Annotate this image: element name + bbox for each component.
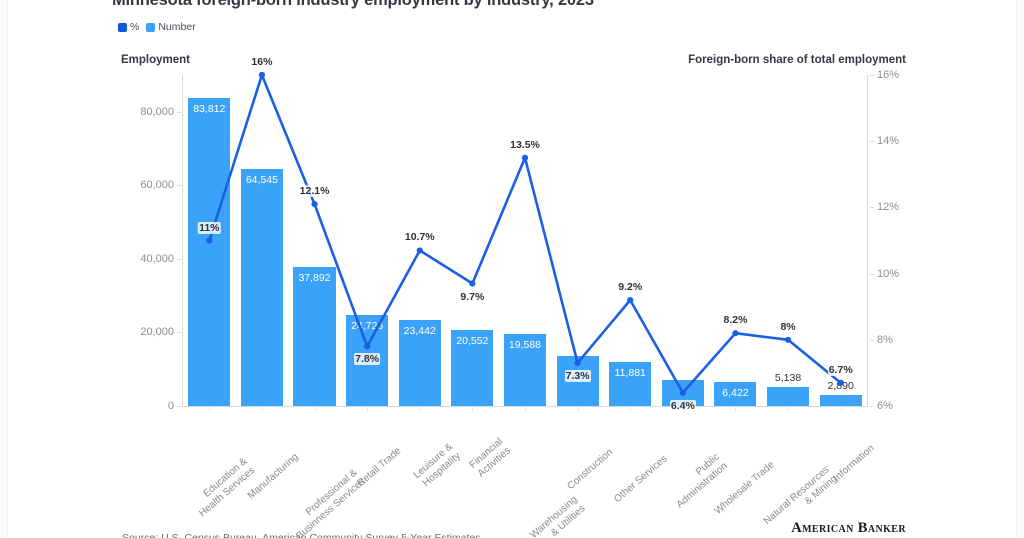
- line-value-label: 12.1%: [298, 185, 331, 198]
- bar[interactable]: 11,881: [609, 362, 652, 406]
- page-gutter-right: [1016, 0, 1024, 538]
- line-value-label: 6.4%: [669, 399, 696, 412]
- legend-swatch-number: [146, 22, 156, 32]
- bar-slot: [551, 75, 604, 411]
- bar-series: 83,812 64,545 37,892 24,726 23,442 20,552 19,5…: [183, 75, 867, 411]
- bar-slot: 37,892: [288, 75, 341, 411]
- legend-label-percent: %: [130, 21, 140, 33]
- x-tick-mark: [524, 406, 526, 411]
- bar-slot: 6,422: [709, 75, 762, 411]
- left-axis-title: Employment: [121, 54, 191, 66]
- legend-label-number: Number: [158, 21, 196, 33]
- bar-value-label: 19,588: [508, 338, 542, 351]
- right-tick-4: 14%: [869, 135, 900, 148]
- right-tick-1: 8%: [870, 333, 893, 346]
- x-tick-mark: [419, 406, 421, 411]
- bar[interactable]: 5,138: [767, 372, 810, 406]
- x-axis-label: Leuisure & Hospitality: [411, 441, 463, 489]
- brand-logo: American Banker: [791, 520, 906, 536]
- bar-slot: 11,881: [604, 75, 657, 411]
- line-value-label: 7.3%: [564, 369, 591, 382]
- legend-item-percent[interactable]: %: [118, 21, 139, 33]
- x-tick-mark: [630, 406, 632, 411]
- line-value-label: 7.8%: [354, 353, 381, 366]
- bar-slot: 5,138: [762, 75, 815, 411]
- chart-legend: % Number: [118, 21, 196, 33]
- x-axis-label: Transportation, Warehousing & Utilities: [476, 494, 588, 538]
- bar[interactable]: 37,892: [293, 266, 336, 406]
- bar[interactable]: 64,545: [240, 168, 283, 406]
- left-tick-2: 40,000: [140, 252, 181, 265]
- line-value-label: 8.2%: [722, 314, 749, 327]
- line-value-label: 9.2%: [617, 281, 644, 294]
- bar-slot: 64,545: [236, 75, 289, 411]
- bar-value-label: 23,442: [403, 324, 436, 337]
- source-note: Source: U.S. Census Bureau, American Com…: [122, 532, 481, 538]
- bar[interactable]: 6,422: [714, 382, 757, 406]
- bar-value-label: 64,545: [245, 173, 278, 186]
- legend-item-number[interactable]: Number: [146, 21, 196, 33]
- bar-slot: 83,812: [183, 75, 236, 411]
- bar-value-label: 6,422: [722, 387, 749, 400]
- bar[interactable]: 83,812: [188, 97, 231, 406]
- bar-slot: [657, 75, 710, 411]
- line-value-label: 11%: [198, 221, 221, 234]
- bar-value-label: 2,890: [827, 380, 854, 393]
- x-axis-label: Professional & Businness Services: [293, 467, 368, 538]
- bar-value-label: 20,552: [456, 335, 489, 348]
- x-axis-label: Construction: [565, 446, 615, 492]
- page-gutter-left: [0, 0, 8, 538]
- right-tick-0: 6%: [870, 400, 893, 412]
- right-tick-2: 10%: [869, 267, 900, 280]
- x-axis-category-labels: Education & Health Services Manufacturing…: [183, 410, 876, 538]
- x-tick-mark: [840, 406, 842, 411]
- x-tick-mark: [735, 406, 737, 411]
- x-tick-mark: [261, 406, 263, 411]
- x-tick-mark: [367, 406, 369, 411]
- bar-slot: 19,588: [499, 75, 552, 411]
- bar-slot: 2,890: [814, 75, 867, 411]
- x-tick-mark: [788, 406, 790, 411]
- x-tick-mark: [577, 406, 579, 411]
- right-axis-line: [867, 75, 868, 406]
- x-tick-mark: [209, 406, 211, 411]
- left-tick-0: 0: [167, 400, 182, 412]
- line-value-label: 10.7%: [403, 231, 436, 244]
- left-tick-4: 80,000: [140, 105, 181, 118]
- plot-area: 0 20,000 40,000 60,000 80,000 6% 8% 10% 12% 14% 1…: [140, 56, 899, 412]
- left-axis-line: [182, 75, 183, 406]
- bar[interactable]: 20,552: [451, 330, 494, 406]
- x-tick-mark: [314, 406, 316, 411]
- bar[interactable]: 23,442: [398, 319, 441, 406]
- bar-slot: 20,552: [446, 75, 499, 411]
- line-value-label: 6.7%: [827, 363, 854, 376]
- line-value-label: 9.7%: [459, 290, 486, 303]
- bar-value-label: 83,812: [193, 102, 226, 115]
- bar-value-label: 11,881: [614, 367, 646, 380]
- legend-swatch-percent: [118, 22, 127, 32]
- line-value-label: 16%: [250, 56, 274, 68]
- bar[interactable]: 2,890: [819, 380, 862, 406]
- right-axis-title: Foreign-born share of total employment: [688, 54, 906, 66]
- page-title: Minnesota foreign-born industry employme…: [112, 0, 594, 9]
- left-tick-1: 20,000: [140, 326, 181, 339]
- bar[interactable]: 19,588: [503, 333, 547, 406]
- right-tick-5: 16%: [869, 69, 900, 81]
- line-value-label: 13.5%: [509, 138, 541, 151]
- bar-value-label: 37,892: [298, 271, 331, 284]
- x-axis-label: Financial Activities: [467, 436, 514, 480]
- right-tick-3: 12%: [869, 201, 900, 214]
- x-tick-mark: [472, 406, 474, 411]
- x-axis-label: Retail Trade: [355, 445, 404, 490]
- x-axis-label: Information: [831, 442, 877, 484]
- x-axis-label: Education & Health Services: [197, 455, 258, 520]
- line-value-label: 8%: [779, 320, 797, 333]
- bar-value-label: 5,138: [774, 372, 802, 385]
- x-axis-label: Other Services: [612, 453, 670, 506]
- left-tick-3: 60,000: [140, 179, 181, 192]
- bar-value-label: 24,726: [351, 320, 384, 333]
